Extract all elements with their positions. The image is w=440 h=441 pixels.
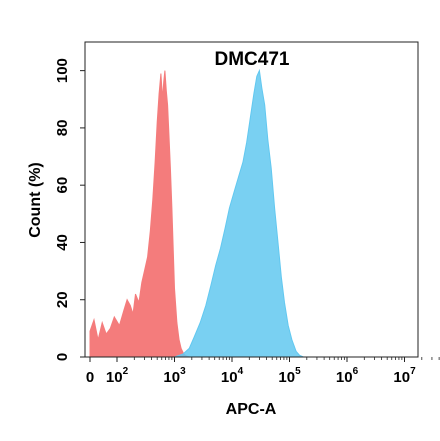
y-axis-title: Count (%) <box>27 162 44 238</box>
y-tick-label: 80 <box>54 120 71 137</box>
x-tick-label: 0 <box>86 369 94 386</box>
y-tick-label: 40 <box>54 234 71 251</box>
y-tick-label: 100 <box>54 58 71 83</box>
x-tick-label: 107 <box>393 366 416 386</box>
chart-title: DMC471 <box>215 49 290 70</box>
x-axis-ticks: 0102103104105106107108 <box>86 357 440 386</box>
x-axis-title: APC-A <box>226 401 277 418</box>
x-tick-label: 102 <box>106 366 129 386</box>
histogram-series-layer <box>89 68 304 358</box>
y-tick-label: 60 <box>54 177 71 194</box>
x-tick-label: 104 <box>221 366 244 386</box>
x-tick-label: 105 <box>278 366 301 386</box>
y-tick-label: 0 <box>54 353 71 361</box>
y-axis-ticks: 0 20 40 60 80 100 <box>54 58 85 361</box>
plot-frame <box>84 41 419 358</box>
x-tick-label: 103 <box>163 366 186 386</box>
histogram-series-1 <box>89 70 190 358</box>
histogram-series-2 <box>174 68 304 358</box>
y-tick-label: 20 <box>54 291 71 308</box>
x-tick-label: 106 <box>336 366 359 386</box>
